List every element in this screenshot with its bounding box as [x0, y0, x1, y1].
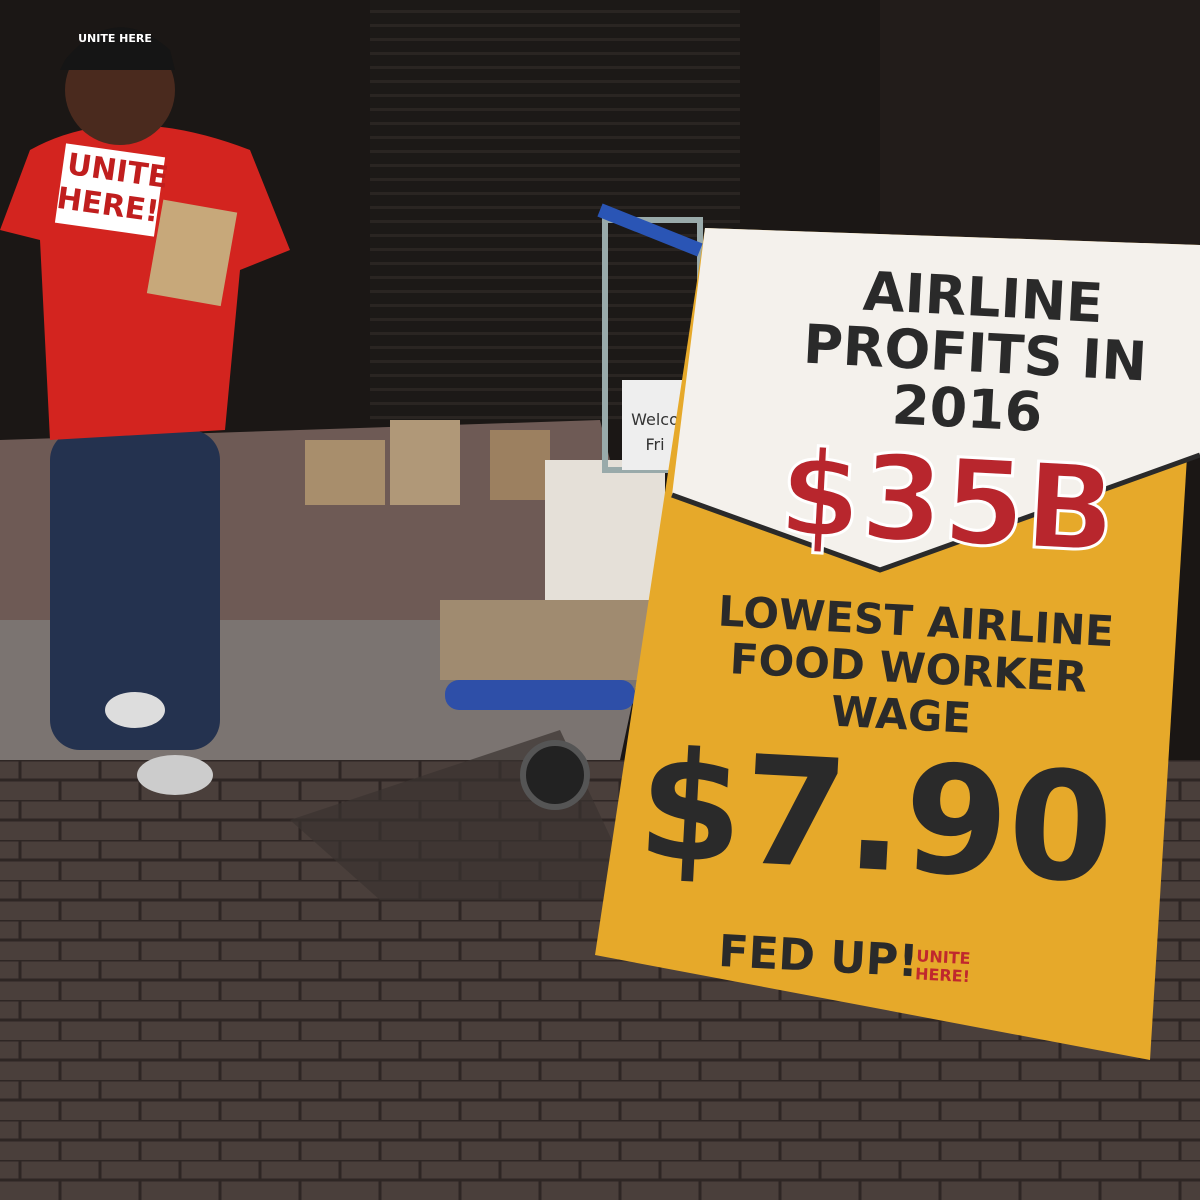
sign-headline: AIRLINE — [862, 260, 1105, 335]
box — [305, 440, 385, 505]
sign-headline: 2016 — [891, 373, 1044, 444]
shutter — [370, 0, 740, 420]
bin — [545, 460, 665, 600]
sign-profit: $35B — [776, 424, 1119, 579]
jeans — [50, 430, 220, 750]
wheel — [520, 740, 590, 810]
paper-bag — [146, 199, 238, 307]
sign-union: HERE! — [915, 964, 971, 986]
cap — [60, 27, 175, 70]
box — [390, 420, 460, 505]
shirt-patch — [54, 143, 166, 237]
cap-text: UNITE HERE — [78, 32, 152, 45]
sign-logo: FED UP! — [717, 926, 919, 987]
cardboard — [440, 600, 650, 680]
sign-union: UNITE — [916, 946, 971, 968]
sign-top — [672, 228, 1200, 570]
window — [880, 0, 1200, 250]
shoe — [137, 755, 213, 795]
box — [490, 430, 550, 500]
cart-base — [445, 680, 635, 710]
cart-sign-text: Welco — [631, 410, 679, 429]
shoe — [105, 692, 165, 728]
cart-handle — [597, 203, 703, 257]
cart-sign-text: Fri — [645, 435, 664, 454]
sign-divider — [671, 452, 1200, 573]
person: UNITE HERE UNITE HERE! — [0, 27, 290, 795]
sign-subline: WAGE — [830, 687, 972, 743]
sign-wage: $7.90 — [634, 719, 1117, 918]
